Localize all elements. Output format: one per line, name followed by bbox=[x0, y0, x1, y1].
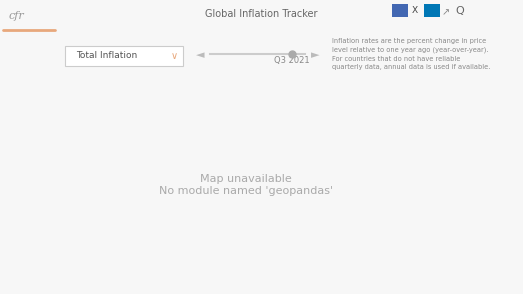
FancyBboxPatch shape bbox=[65, 46, 183, 66]
Text: ►: ► bbox=[311, 50, 319, 60]
Text: Map unavailable
No module named 'geopandas': Map unavailable No module named 'geopand… bbox=[159, 174, 333, 196]
Text: in: in bbox=[428, 7, 436, 13]
Bar bbox=[424, 4, 440, 17]
Text: ↗: ↗ bbox=[442, 7, 450, 17]
Text: Global Inflation Tracker: Global Inflation Tracker bbox=[204, 9, 317, 19]
Text: ◄: ◄ bbox=[196, 50, 204, 60]
Text: Inflation rates are the percent change in price
level relative to one year ago (: Inflation rates are the percent change i… bbox=[332, 38, 491, 70]
Text: cfr: cfr bbox=[9, 11, 25, 21]
Text: Total Inflation: Total Inflation bbox=[76, 51, 137, 60]
Text: f: f bbox=[398, 6, 402, 15]
Text: Q: Q bbox=[456, 6, 464, 16]
Text: ∨: ∨ bbox=[170, 51, 178, 61]
Text: X: X bbox=[412, 6, 418, 15]
Text: Q3 2021: Q3 2021 bbox=[274, 56, 310, 65]
Bar bbox=[392, 4, 408, 17]
